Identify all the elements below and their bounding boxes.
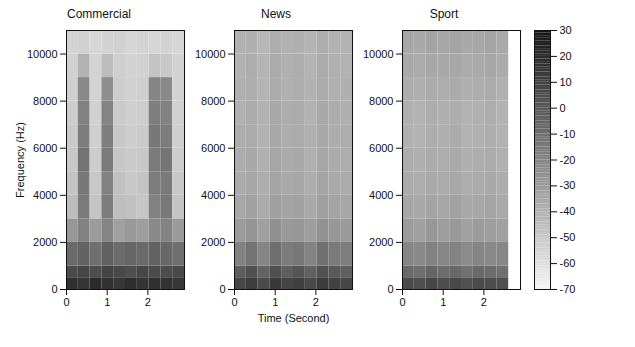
html-text:News: News [261,7,291,21]
svg-text:10000: 10000 [195,48,226,60]
svg-text:-50: -50 [560,231,576,243]
svg-text:30: 30 [560,24,572,36]
svg-text:1: 1 [440,296,446,308]
svg-text:8000: 8000 [33,95,57,107]
html-text:Sport: Sport [429,7,459,21]
svg-text:0: 0 [51,283,57,295]
svg-text:0: 0 [560,102,566,114]
svg-text:8000: 8000 [201,95,225,107]
svg-text:0: 0 [219,283,225,295]
svg-text:1: 1 [272,296,278,308]
svg-text:4000: 4000 [201,189,225,201]
svg-text:2: 2 [313,296,319,308]
svg-text:8000: 8000 [369,95,393,107]
svg-text:0: 0 [399,296,405,308]
svg-text:-10: -10 [560,128,576,140]
svg-text:10000: 10000 [27,48,58,60]
svg-text:0: 0 [63,296,69,308]
svg-text:10: 10 [560,76,572,88]
svg-text:0: 0 [387,283,393,295]
svg-text:-70: -70 [560,283,576,295]
svg-text:Time (Second): Time (Second) [258,312,330,324]
svg-text:4000: 4000 [369,189,393,201]
svg-text:10000: 10000 [363,48,394,60]
svg-text:-30: -30 [560,179,576,191]
svg-text:2: 2 [481,296,487,308]
svg-text:2000: 2000 [369,236,393,248]
svg-text:-40: -40 [560,205,576,217]
svg-text:-60: -60 [560,257,576,269]
svg-text:0: 0 [231,296,237,308]
svg-text:2: 2 [145,296,151,308]
svg-text:2000: 2000 [201,236,225,248]
svg-text:1: 1 [104,296,110,308]
svg-text:6000: 6000 [369,142,393,154]
svg-text:6000: 6000 [33,142,57,154]
svg-text:-20: -20 [560,154,576,166]
svg-text:Frequency (Hz): Frequency (Hz) [14,122,26,198]
svg-text:4000: 4000 [33,189,57,201]
svg-text:6000: 6000 [201,142,225,154]
svg-text:20: 20 [560,50,572,62]
svg-text:2000: 2000 [33,236,57,248]
html-text:Commercial: Commercial [67,7,131,21]
